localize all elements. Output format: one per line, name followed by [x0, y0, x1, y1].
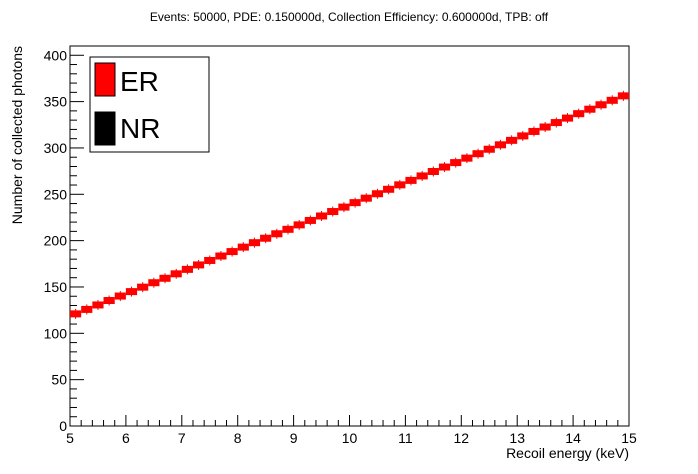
data-point — [125, 286, 138, 297]
data-point — [584, 104, 596, 115]
data-point — [226, 246, 238, 257]
y-tick-label: 300 — [44, 140, 68, 156]
data-point — [483, 144, 495, 155]
data-point — [472, 148, 484, 159]
data-point — [204, 255, 216, 266]
data-point — [271, 228, 283, 239]
x-axis-ticks — [69, 415, 630, 426]
data-point — [573, 108, 585, 119]
data-point — [237, 242, 249, 253]
data-point — [137, 282, 149, 293]
data-point — [148, 277, 160, 288]
x-axis-title: Recoil energy (keV) — [506, 445, 629, 461]
series-layer — [70, 90, 629, 319]
data-point — [248, 237, 261, 248]
data-point — [416, 170, 428, 181]
data-point — [181, 264, 193, 275]
y-tick-label: 400 — [44, 47, 68, 63]
x-tick-label: 5 — [66, 430, 74, 446]
data-point — [327, 206, 339, 217]
data-point — [304, 215, 316, 226]
y-tick-label: 250 — [44, 186, 68, 202]
data-point — [528, 126, 540, 137]
legend-swatch-nr — [94, 111, 116, 146]
data-point — [595, 99, 607, 110]
data-point — [192, 259, 205, 270]
data-point — [461, 153, 473, 164]
data-point — [349, 197, 361, 208]
data-point — [315, 210, 328, 221]
series-er — [70, 90, 629, 319]
x-axis-tick-labels: 5 6 7 8 9 10 11 12 13 14 15 — [66, 430, 637, 446]
x-tick-label: 6 — [122, 430, 130, 446]
x-tick-label: 12 — [454, 430, 470, 446]
chart-title: Events: 50000, PDE: 0.150000d, Collectio… — [150, 10, 549, 24]
data-point — [70, 308, 82, 319]
data-point — [539, 122, 551, 133]
data-point — [450, 157, 462, 168]
legend-swatch-er — [94, 62, 116, 97]
y-tick-label: 100 — [44, 325, 68, 341]
data-point — [517, 130, 529, 141]
legend-label-nr: NR — [120, 113, 160, 144]
y-tick-label: 50 — [51, 372, 67, 388]
y-axis-tick-labels: 0 50 100 150 200 250 300 350 400 — [44, 47, 68, 434]
y-axis-title: Number of collected photons — [9, 46, 25, 224]
x-tick-label: 7 — [178, 430, 186, 446]
x-tick-label: 15 — [621, 430, 637, 446]
data-point — [405, 175, 417, 186]
data-point — [506, 135, 518, 146]
data-point — [260, 233, 272, 244]
data-point — [215, 251, 227, 262]
x-tick-label: 8 — [234, 430, 242, 446]
x-tick-label: 9 — [290, 430, 298, 446]
y-tick-label: 200 — [44, 233, 68, 249]
data-point — [170, 268, 182, 279]
data-point — [617, 90, 629, 101]
x-tick-label: 14 — [565, 430, 581, 446]
y-tick-label: 150 — [44, 279, 68, 295]
data-point — [92, 299, 104, 310]
data-point — [550, 117, 562, 128]
data-point — [293, 219, 305, 230]
data-point — [81, 304, 93, 315]
y-axis-ticks — [70, 54, 84, 427]
data-point — [427, 166, 439, 177]
data-point — [438, 162, 451, 173]
data-point — [114, 291, 126, 302]
data-point — [383, 184, 395, 195]
legend-label-er: ER — [120, 66, 159, 97]
data-point — [561, 113, 574, 124]
data-point — [338, 202, 350, 213]
data-point — [282, 224, 294, 235]
data-point — [159, 273, 171, 284]
data-point — [360, 193, 372, 204]
y-tick-label: 0 — [59, 418, 67, 434]
x-tick-label: 11 — [398, 430, 413, 446]
legend: ER NR — [89, 56, 210, 153]
x-tick-label: 10 — [342, 430, 358, 446]
data-point — [606, 95, 618, 106]
data-point — [103, 295, 115, 306]
data-point — [394, 179, 406, 190]
data-point — [494, 139, 507, 150]
y-tick-label: 350 — [44, 94, 68, 110]
data-point — [371, 188, 384, 199]
x-tick-label: 13 — [509, 430, 525, 446]
